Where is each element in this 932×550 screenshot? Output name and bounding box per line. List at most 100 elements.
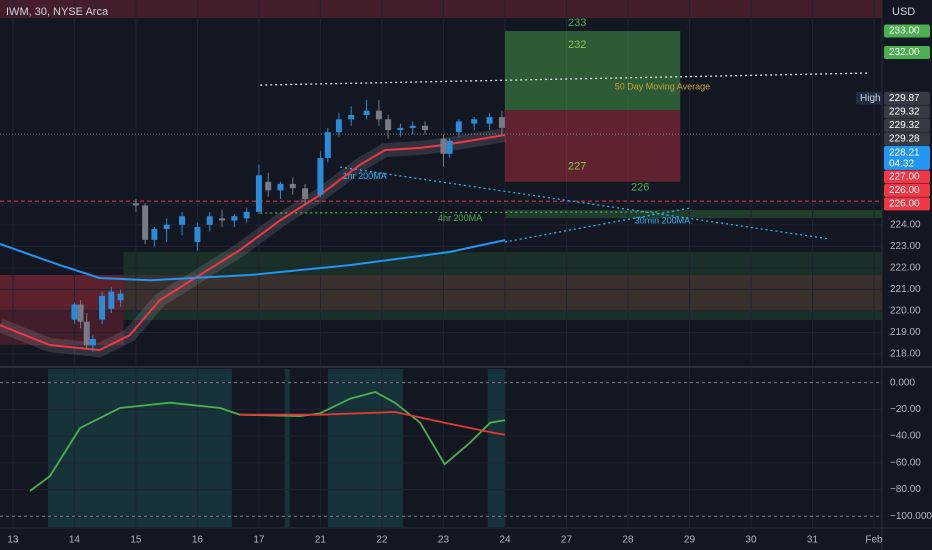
target-label: 232 [568, 39, 586, 51]
x-tick-label: 23 [438, 535, 450, 546]
price-label-box [884, 197, 930, 211]
y-tick-label: −100.000 [890, 511, 932, 522]
price-label-box [884, 105, 930, 119]
price-label-box [884, 132, 930, 146]
y-tick-label: 222.00 [890, 263, 921, 274]
candle-body [498, 117, 505, 128]
candle-body [206, 216, 213, 225]
candle-body [89, 338, 96, 346]
y-tick-label: −20.00 [890, 404, 921, 415]
candle-body [132, 203, 139, 206]
x-tick-label: 13 [7, 535, 19, 546]
price-label: 229.32 [889, 120, 920, 131]
price-label-sub: 04:32 [889, 159, 914, 170]
x-tick-label: 31 [807, 535, 819, 546]
signal-zone [284, 369, 290, 527]
candle-body [363, 110, 370, 115]
x-tick-label: 30 [745, 535, 757, 546]
y-tick-label: 221.00 [890, 284, 921, 295]
candle-body [108, 291, 115, 309]
candle-body [142, 205, 149, 240]
candle-body [231, 216, 238, 221]
x-tick-label: 24 [499, 535, 511, 546]
trend-label: 1hr 200MA [343, 171, 387, 181]
trend-label: 30min 200MA [635, 215, 691, 225]
candle-body [71, 304, 78, 320]
x-tick-label: 29 [684, 535, 696, 546]
y-tick-label: −80.00 [890, 484, 921, 495]
candle-body [99, 295, 106, 320]
candle-body [255, 175, 262, 212]
candle-body [375, 110, 382, 120]
stop-label: 227 [568, 161, 586, 173]
candle-body [471, 119, 478, 124]
candle-body [265, 181, 272, 191]
y-tick-label: 219.00 [890, 327, 921, 338]
y-tick-label: 220.00 [890, 306, 921, 317]
price-label: 229.28 [889, 134, 920, 145]
target-label: 233 [568, 17, 586, 29]
candle-body [77, 304, 84, 322]
price-label: 227.00 [889, 172, 920, 183]
price-label-box [884, 46, 930, 60]
candle-body [335, 119, 342, 133]
candle-body [440, 138, 447, 154]
y-tick-label: 218.00 [890, 349, 921, 360]
moving-average [0, 239, 506, 282]
x-tick-label: 17 [253, 535, 265, 546]
signal-zone [487, 369, 505, 527]
plot-background [0, 0, 882, 527]
price-label: 233.00 [889, 26, 920, 37]
price-label: 229.87 [889, 93, 920, 104]
trend-label: 50 Day Moving Average [615, 81, 710, 91]
candle-body [422, 125, 429, 131]
candle-body [289, 183, 296, 189]
y-tick-label: −40.00 [890, 431, 921, 442]
axes: 225.00224.00223.00222.00221.00220.00219.… [7, 24, 932, 546]
x-tick-label: 28 [622, 535, 634, 546]
candle-body [348, 114, 355, 120]
candle-body [194, 226, 201, 243]
signal-zone [47, 369, 232, 527]
candle-body [302, 188, 309, 199]
y-tick-label: −60.00 [890, 457, 921, 468]
x-tick-label: 14 [69, 535, 81, 546]
price-label-box [884, 170, 930, 184]
candle-body [455, 121, 462, 133]
x-tick-label: 21 [315, 535, 327, 546]
candle-body [179, 216, 186, 225]
price-label: 228.21 [889, 148, 920, 159]
x-tick-label: 27 [561, 535, 573, 546]
candle-body [219, 218, 226, 221]
zone [504, 209, 882, 219]
candle-body [385, 119, 392, 131]
trend-line [260, 72, 870, 86]
moving-average [0, 134, 506, 352]
candle-body [486, 117, 493, 124]
candle-body [397, 127, 404, 131]
signal-zone [327, 369, 403, 527]
candle-body [151, 229, 158, 240]
oscillator-line [29, 391, 506, 492]
target-zone [504, 31, 681, 111]
candle-body [83, 321, 90, 346]
price-label-box [884, 24, 930, 38]
candle-body [277, 183, 284, 191]
y-tick-label: 223.00 [890, 241, 921, 252]
tag-box [856, 91, 882, 105]
stop-zone [504, 110, 681, 182]
symbol-title: IWM, 30, NYSE Arca [6, 6, 109, 18]
price-label: 232.00 [889, 47, 920, 58]
x-tick-label: 22 [376, 535, 388, 546]
price-tag: High [860, 93, 881, 104]
candle-body [317, 158, 324, 195]
x-tick-label: 16 [192, 535, 204, 546]
y-tick-label: 0.000 [890, 377, 915, 388]
zone [0, 0, 882, 19]
price-label: 229.32 [889, 107, 920, 118]
candle-body [446, 140, 453, 154]
price-label-box [884, 91, 930, 105]
candle-body [409, 125, 416, 128]
